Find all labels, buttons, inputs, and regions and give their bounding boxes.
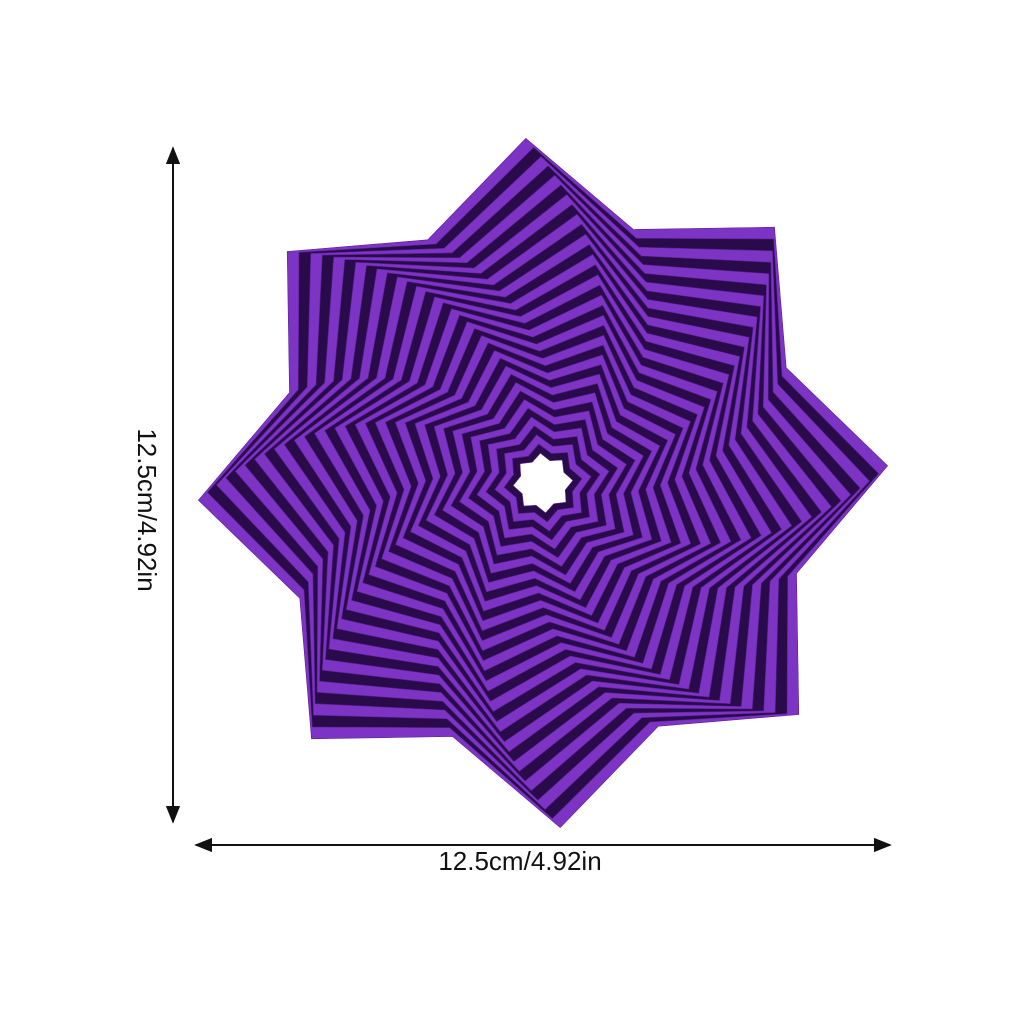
- width-label: 12.5cm/4.92in: [438, 846, 601, 876]
- height-label: 12.5cm/4.92in: [132, 428, 162, 591]
- center-hole: [512, 452, 574, 514]
- star-trivet: [197, 137, 889, 829]
